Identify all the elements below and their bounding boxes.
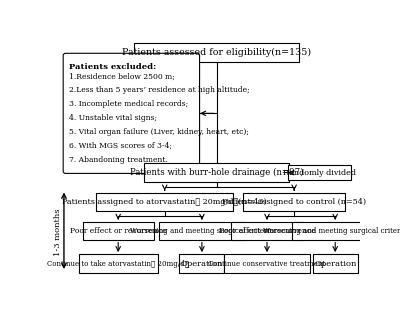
Text: 3. Incomplete medical records;: 3. Incomplete medical records;: [69, 100, 189, 108]
Text: 5. Vital organ failure (Liver, kidney, heart, etc);: 5. Vital organ failure (Liver, kidney, h…: [69, 128, 249, 136]
FancyBboxPatch shape: [243, 193, 345, 211]
FancyBboxPatch shape: [134, 43, 299, 62]
FancyBboxPatch shape: [82, 222, 154, 241]
FancyBboxPatch shape: [231, 222, 303, 241]
Text: Poor effect or recurrence: Poor effect or recurrence: [219, 227, 315, 235]
Text: Patients assessed for eligibility(n=135): Patients assessed for eligibility(n=135): [122, 48, 311, 57]
Text: 4. Unstable vital signs;: 4. Unstable vital signs;: [69, 114, 158, 122]
Text: Patients with burr-hole drainage (n=97): Patients with burr-hole drainage (n=97): [130, 168, 304, 177]
Text: 1-3 months: 1-3 months: [54, 209, 62, 257]
FancyBboxPatch shape: [96, 193, 233, 211]
Text: Poor effect or recurrence: Poor effect or recurrence: [70, 227, 166, 235]
Text: Patients assigned to control (n=54): Patients assigned to control (n=54): [222, 198, 366, 206]
FancyBboxPatch shape: [63, 53, 200, 174]
Text: Randomly divided: Randomly divided: [283, 169, 356, 177]
Text: Operation: Operation: [181, 260, 223, 268]
Text: 7. Abandoning treatment.: 7. Abandoning treatment.: [69, 156, 168, 164]
Text: Continue conservative treatment: Continue conservative treatment: [208, 260, 326, 268]
Text: Worsening and meeting surgical criteria: Worsening and meeting surgical criteria: [263, 227, 400, 235]
Text: 1.Residence below 2500 m;: 1.Residence below 2500 m;: [69, 73, 175, 80]
Text: 6. With MGS scores of 3-4;: 6. With MGS scores of 3-4;: [69, 142, 172, 150]
Text: Worsening and meeting surgical criteria: Worsening and meeting surgical criteria: [130, 227, 274, 235]
FancyBboxPatch shape: [180, 254, 224, 273]
Text: Operation: Operation: [314, 260, 356, 268]
FancyBboxPatch shape: [144, 163, 289, 182]
FancyBboxPatch shape: [79, 254, 158, 273]
FancyBboxPatch shape: [288, 165, 352, 180]
Text: 2.Less than 5 years’ residence at high altitude;: 2.Less than 5 years’ residence at high a…: [69, 86, 250, 94]
Text: Patients assigned to atorvastatin（ 20mg/d）(n=43): Patients assigned to atorvastatin（ 20mg/…: [62, 198, 267, 206]
Text: Continue to take atorvastatin（ 20mg/d）: Continue to take atorvastatin（ 20mg/d）: [47, 260, 189, 268]
Text: Patients excluded:: Patients excluded:: [69, 63, 157, 71]
FancyBboxPatch shape: [224, 254, 310, 273]
FancyBboxPatch shape: [313, 254, 358, 273]
FancyBboxPatch shape: [158, 222, 245, 241]
FancyBboxPatch shape: [292, 222, 379, 241]
